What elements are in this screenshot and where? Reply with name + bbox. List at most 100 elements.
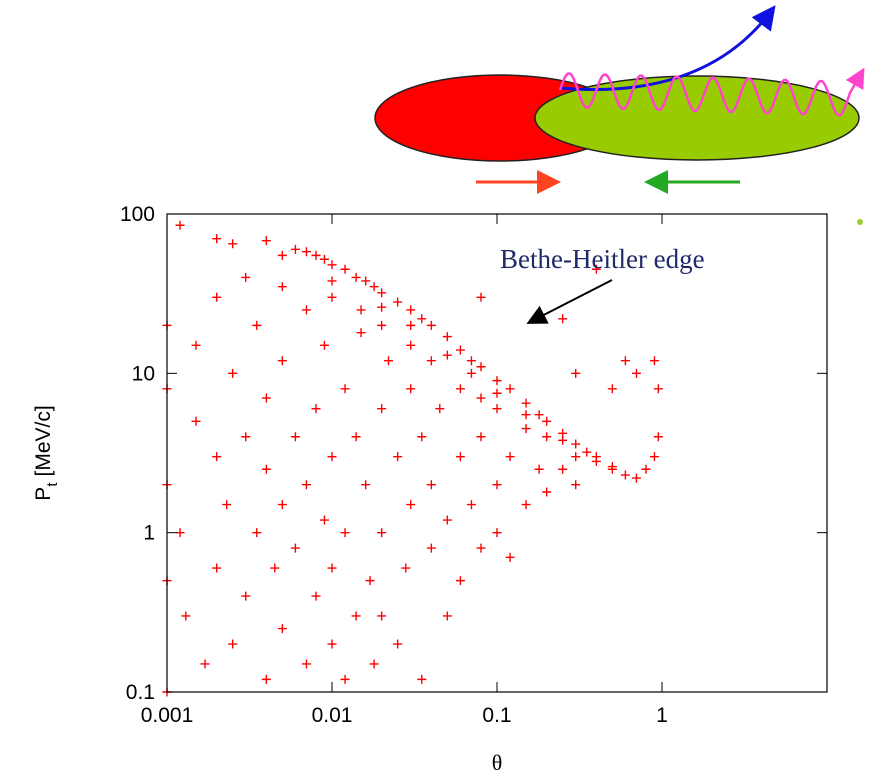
plot-frame [166,213,828,693]
point [631,473,641,483]
point [476,432,486,442]
point [377,288,387,298]
point [327,563,337,573]
photon-wave [558,67,865,117]
point [393,297,403,307]
point [492,376,502,386]
point [340,528,350,538]
point [290,244,300,254]
point [641,464,651,474]
point [351,272,361,282]
point [241,591,251,601]
x-tick-label: 1 [656,704,668,727]
y-tick-label: 100 [120,203,155,226]
point [290,432,300,442]
point [521,410,531,420]
point [212,292,222,302]
point [200,659,210,669]
point [228,239,238,249]
point [175,528,185,538]
point [476,362,486,372]
point [631,368,641,378]
point [401,563,411,573]
point [505,384,515,394]
x-tick-label: 0.1 [482,704,511,727]
point [558,314,568,324]
point [542,487,552,497]
point [319,340,329,350]
point [571,452,581,462]
point [649,452,659,462]
x-tick-label: 0.01 [312,704,353,727]
point [261,236,271,246]
point [384,356,393,366]
annotation-text: Bethe-Heitler edge [500,244,705,274]
point [241,432,251,442]
point [252,528,262,538]
point [435,404,445,414]
point [417,314,427,324]
point [319,515,329,525]
point [228,368,238,378]
point [426,480,436,490]
point [466,368,476,378]
y-label-main: P [32,487,55,501]
y-tick-label: 10 [132,362,155,385]
point [311,404,321,414]
point [290,543,300,553]
collision-diagram [374,5,865,194]
point [340,384,350,394]
point [261,464,271,474]
point [492,528,502,538]
point [571,368,581,378]
point [181,611,191,621]
point [558,435,568,445]
point [393,452,403,462]
point [351,432,361,442]
point [327,292,337,302]
point [377,320,387,330]
point [455,345,465,355]
point [212,234,222,244]
point [649,356,659,366]
point [327,452,337,462]
point [191,340,201,350]
point [521,398,531,408]
point [311,591,321,601]
y-tick-label: 1 [143,522,155,545]
point [492,480,502,490]
point [455,384,465,394]
point [591,456,601,466]
point [340,264,350,274]
point [406,320,416,330]
point [261,393,271,403]
annotation-arrow [526,279,613,324]
point [591,264,601,274]
point [476,292,486,302]
point [356,328,366,338]
point [505,552,515,562]
decoration-dot [857,219,863,225]
point [417,432,427,442]
point [406,340,416,350]
point [277,282,287,292]
point [301,247,311,257]
point [277,356,287,366]
point [369,282,379,292]
point [476,543,486,553]
point [222,500,232,510]
y-label-rest: [MeV/c] [32,405,55,476]
point [356,305,366,315]
point [582,447,592,457]
point [377,611,387,621]
point [505,452,515,462]
point [277,500,287,510]
point [607,384,617,394]
point [534,464,544,474]
point [455,452,465,462]
point [620,470,630,480]
point [558,464,568,474]
point [327,276,337,286]
point [270,563,280,573]
